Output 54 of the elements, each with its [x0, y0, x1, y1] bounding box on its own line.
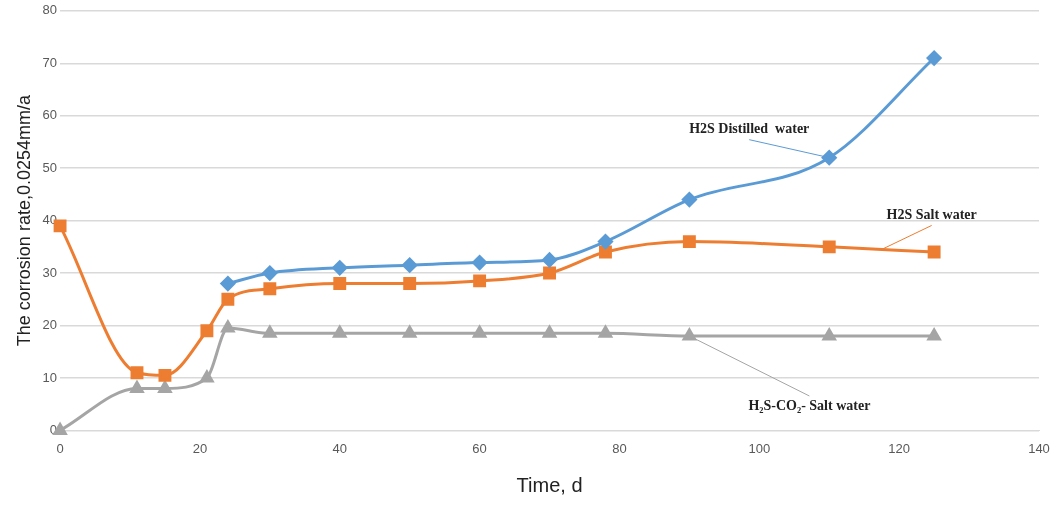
point: [927, 328, 941, 341]
point: [263, 325, 277, 338]
point: [221, 292, 235, 306]
point: [158, 368, 172, 382]
point: [821, 150, 837, 166]
x-tick-label: 40: [332, 440, 347, 456]
text: H₂S-CO₂- Salt water: [748, 397, 871, 413]
point: [543, 266, 556, 280]
y-axis-title: The corrosion rate,0.0254mm/a: [13, 94, 34, 347]
point: [473, 274, 487, 288]
y-tick-label: 10: [42, 369, 58, 385]
point: [220, 276, 236, 292]
y-tick-label: 30: [42, 264, 58, 280]
point: [221, 320, 235, 333]
x-tick-label: 20: [192, 440, 208, 456]
point: [822, 328, 836, 341]
y-tick-label: 70: [42, 54, 58, 70]
point: [130, 366, 144, 380]
point: [402, 325, 417, 338]
point: [333, 277, 347, 290]
point: [927, 245, 941, 259]
point: [333, 325, 347, 338]
series-label: H2S Distilled water: [689, 121, 810, 137]
y-tick-label: 60: [42, 107, 58, 123]
x-tick-label: 120: [888, 440, 910, 456]
series-label: H2S Salt water: [886, 207, 977, 223]
point: [542, 325, 557, 338]
y-tick-label: 50: [42, 159, 58, 175]
point: [597, 234, 613, 250]
point: [822, 240, 836, 254]
point: [472, 325, 487, 338]
point: [598, 325, 613, 338]
point: [332, 260, 348, 276]
point: [472, 255, 488, 271]
point: [599, 245, 612, 259]
x-tick-label: 100: [748, 440, 771, 456]
x-tick-label: 80: [612, 440, 627, 456]
x-tick-label: 140: [1028, 440, 1050, 456]
point: [542, 252, 558, 268]
point: [130, 380, 144, 393]
point: [403, 277, 417, 290]
point: [262, 265, 278, 281]
point: [200, 370, 214, 383]
point: [200, 324, 214, 338]
y-tick-label: 20: [42, 317, 58, 333]
point: [263, 282, 277, 296]
point: [158, 380, 172, 393]
point: [682, 328, 697, 341]
y-tick-label: 80: [42, 2, 58, 18]
point: [681, 192, 697, 208]
x-tick-label: 60: [472, 440, 487, 456]
point: [402, 257, 418, 273]
point: [682, 235, 696, 249]
x-axis-title: Time, d: [516, 473, 583, 496]
